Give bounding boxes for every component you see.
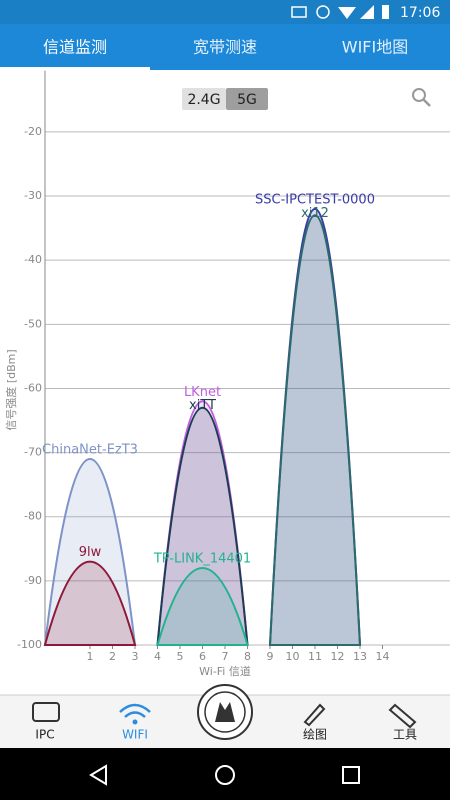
tab[interactable]: 信道监测 bbox=[43, 38, 107, 57]
y-tick-label: -60 bbox=[24, 381, 42, 394]
nav-label[interactable]: WIFI bbox=[122, 728, 148, 742]
plot: -100-90-80-70-60-50-40-30-201 2 3 4 5 6 7 8 9 10 1… bbox=[4, 70, 450, 678]
network-label: SSC-IPCTEST-0000 bbox=[255, 192, 375, 207]
network-label: xi12 bbox=[301, 206, 329, 221]
signal-icon bbox=[360, 5, 374, 19]
x-tick-label: 11 bbox=[308, 650, 322, 663]
wifi-nav-icon bbox=[119, 703, 151, 718]
band-label: 2.4G bbox=[187, 92, 220, 108]
x-tick-label: 8 bbox=[244, 650, 251, 663]
x-tick-label: 3 bbox=[132, 650, 139, 663]
y-tick-label: -40 bbox=[24, 253, 42, 266]
signal-curve bbox=[156, 567, 249, 646]
y-tick-label: -30 bbox=[24, 189, 42, 202]
tab-indicator bbox=[0, 67, 150, 70]
x-tick-label: 12 bbox=[331, 650, 345, 663]
network-label: TP-LINK_14401 bbox=[153, 552, 251, 567]
y-tick-label: -90 bbox=[24, 574, 42, 587]
band-button[interactable] bbox=[182, 88, 226, 110]
signal-curve bbox=[268, 214, 362, 646]
network-label: LKnet bbox=[184, 385, 221, 400]
recents-button[interactable] bbox=[342, 766, 360, 784]
y-axis-label: 信号强度 [dBm] bbox=[4, 349, 18, 430]
x-tick-label: 1 bbox=[87, 650, 94, 663]
tab[interactable]: 宽带测速 bbox=[193, 38, 257, 57]
system-nav bbox=[0, 748, 450, 800]
x-tick-label: 10 bbox=[286, 650, 300, 663]
tool-icon bbox=[388, 703, 417, 729]
network-label: ChinaNet-EzT3 bbox=[42, 443, 138, 458]
y-tick-label: -20 bbox=[24, 125, 42, 138]
ipc-icon bbox=[32, 702, 60, 722]
x-tick-label: 7 bbox=[222, 650, 229, 663]
network-label: 9lw bbox=[79, 545, 102, 560]
signal-curve bbox=[43, 560, 137, 646]
alarm-icon bbox=[316, 5, 330, 19]
x-tick-label: 13 bbox=[353, 650, 367, 663]
x-tick-label: 5 bbox=[177, 650, 184, 663]
x-tick-label: 9 bbox=[267, 650, 274, 663]
x-tick-label: 2 bbox=[109, 650, 116, 663]
x-tick-label: 4 bbox=[154, 650, 161, 663]
wifi-nav-dot bbox=[132, 719, 138, 725]
cast-icon bbox=[291, 6, 307, 18]
y-tick-label: -70 bbox=[24, 446, 42, 459]
x-tick-label: 6 bbox=[199, 650, 206, 663]
chart-area bbox=[0, 70, 450, 695]
y-tick-label: -100 bbox=[17, 638, 42, 651]
signal-curve bbox=[43, 458, 137, 646]
network-label: xiTT bbox=[189, 398, 216, 413]
band-label: 5G bbox=[237, 92, 257, 108]
band-button[interactable] bbox=[226, 88, 268, 110]
time: 17:06 bbox=[400, 5, 440, 21]
tab[interactable]: WIFI地图 bbox=[342, 38, 408, 57]
draw-icon bbox=[303, 703, 326, 727]
search-icon[interactable] bbox=[412, 88, 426, 102]
nav-label[interactable]: IPC bbox=[35, 728, 54, 742]
search-icon-handle bbox=[422, 98, 431, 107]
status-bar bbox=[0, 0, 450, 24]
x-axis-label: Wi-Fi 信道 bbox=[199, 664, 251, 678]
nav-label[interactable]: 工具 bbox=[393, 728, 417, 742]
wifi-icon bbox=[338, 7, 356, 19]
logo-ring bbox=[204, 691, 246, 733]
home-button[interactable] bbox=[215, 765, 235, 785]
logo-mark bbox=[215, 702, 235, 722]
y-tick-label: -50 bbox=[24, 317, 42, 330]
nav-label[interactable]: 绘图 bbox=[303, 727, 327, 742]
x-tick-label: 14 bbox=[376, 650, 390, 663]
back-button[interactable] bbox=[89, 764, 107, 786]
battery-icon bbox=[382, 5, 389, 19]
y-tick-label: -80 bbox=[24, 510, 42, 523]
tab-bar bbox=[0, 24, 450, 70]
